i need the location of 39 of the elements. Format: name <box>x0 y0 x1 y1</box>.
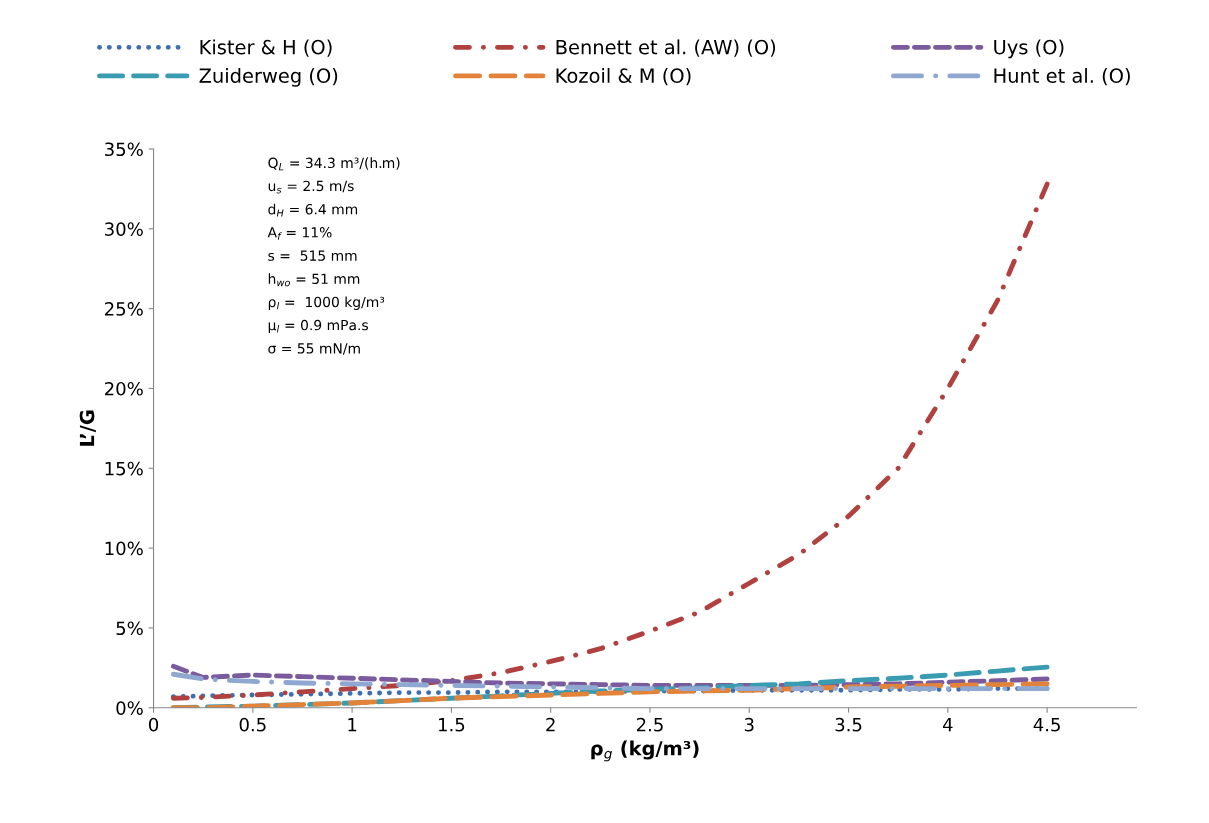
x-tick-label: 1 <box>348 718 357 732</box>
y-axis-title: L’/G <box>79 410 96 446</box>
x-tick-label: 0.5 <box>239 717 266 732</box>
annotation: σ = 55 mN/m <box>268 343 360 355</box>
legend-label: Bennett et al. (AW) (O) <box>556 39 776 57</box>
legend-label: Kister & H (O) <box>200 39 332 57</box>
y-tick-label: 20% <box>105 381 143 396</box>
annotation: s = 515 mm <box>268 250 357 261</box>
line-series <box>170 181 1050 701</box>
legend-label: Hunt et al. (O) <box>994 67 1130 86</box>
line-series <box>170 663 1050 688</box>
x-tick-label: 2 <box>546 717 555 732</box>
x-tick-label: 4 <box>942 718 953 732</box>
y-tick-label: 10% <box>105 541 143 556</box>
x-tick-label: 0 <box>148 717 159 732</box>
line-series <box>170 671 1050 692</box>
x-tick-label: 4.5 <box>1033 718 1060 732</box>
line-series <box>170 681 1050 708</box>
x-tick-label: 3.5 <box>835 717 862 732</box>
legend-label: Uys (O) <box>994 39 1064 59</box>
annotation: u$_{s}$ = 2.5 m/s <box>268 180 354 194</box>
y-tick-label: 0% <box>116 701 143 715</box>
annotation: ρ$_{l}$ = 1000 kg/m³ <box>268 296 385 310</box>
y-tick-label: 15% <box>105 461 143 476</box>
legend-label: Zuiderweg (O) <box>199 67 338 87</box>
y-tick-label: 35% <box>105 142 143 157</box>
x-tick-label: 3 <box>744 717 754 732</box>
annotation: d$_{H}$ = 6.4 mm <box>268 203 358 217</box>
annotation: h$_{wo}$ = 51 mm <box>268 273 360 287</box>
annotation: μ$_{l}$ = 0.9 mPa.s <box>268 319 368 333</box>
legend-label: Kozoil & M (O) <box>556 67 691 86</box>
annotation: Q$_{L}$ = 34.3 m³/(h.m) <box>268 157 400 171</box>
y-tick-label: 5% <box>116 621 143 636</box>
x-axis-title: ρ$_{g}$ (kg/m³) <box>591 740 699 762</box>
y-tick-label: 30% <box>105 222 143 236</box>
x-tick-label: 1.5 <box>439 718 465 732</box>
annotation: A$_{f}$ = 11% <box>267 227 332 240</box>
x-tick-label: 2.5 <box>636 717 663 732</box>
y-tick-label: 25% <box>105 302 143 316</box>
